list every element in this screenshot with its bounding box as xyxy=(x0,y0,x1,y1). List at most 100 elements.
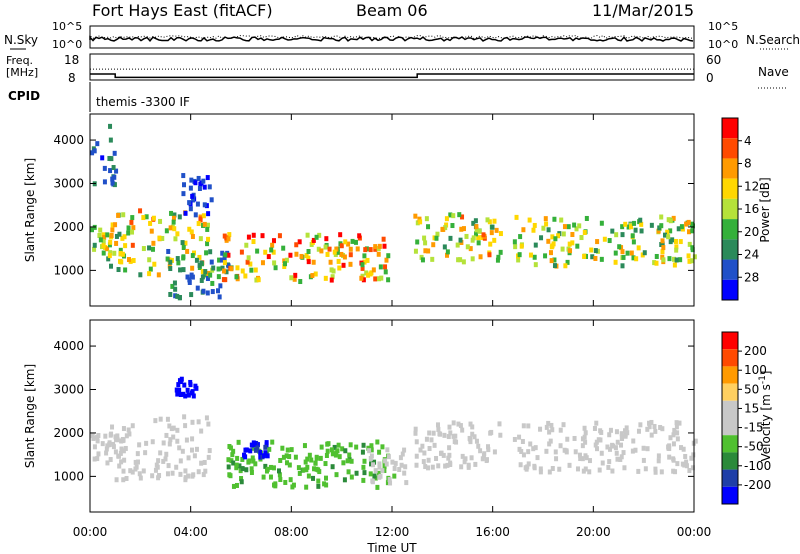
power-cell xyxy=(485,217,490,223)
power-cell xyxy=(353,239,358,245)
power-cell xyxy=(649,222,654,228)
power-cell xyxy=(210,280,215,286)
velocity-cell xyxy=(594,420,599,426)
velocity-cell xyxy=(171,434,176,440)
velocity-cell xyxy=(427,446,432,452)
power-cell xyxy=(121,212,126,218)
power-cell xyxy=(481,232,486,238)
power-cell xyxy=(533,242,538,248)
velocity-cell xyxy=(623,428,628,434)
velocity-cell xyxy=(598,437,603,443)
power-cell xyxy=(110,227,115,233)
velocity-cell xyxy=(631,438,636,444)
power-cell xyxy=(112,150,117,156)
power-cell xyxy=(98,227,103,233)
velocity-cell xyxy=(309,457,314,463)
power-cell xyxy=(628,224,633,230)
power-cell xyxy=(147,257,152,263)
power-cell xyxy=(222,268,227,274)
power-cell xyxy=(488,241,493,247)
power-cell xyxy=(383,264,388,270)
velocity-cell xyxy=(104,446,109,452)
power-cell xyxy=(676,226,681,232)
power-cell xyxy=(202,202,207,208)
velocity-cell xyxy=(454,439,459,445)
velocity-cell xyxy=(470,424,475,430)
velocity-cell xyxy=(618,456,623,462)
power-cell xyxy=(552,216,557,222)
power-cell xyxy=(487,252,492,258)
power-cell xyxy=(560,246,565,252)
velocity-cell xyxy=(607,459,612,465)
power-cell xyxy=(193,212,198,218)
power-cell xyxy=(171,219,176,225)
power-cell xyxy=(577,223,582,229)
colorbar-tick-label: 100 xyxy=(744,363,767,377)
colorbar-segment xyxy=(722,138,738,159)
velocity-cell xyxy=(430,464,435,470)
power-cell xyxy=(498,249,503,255)
velocity-cell xyxy=(244,467,249,473)
power-cell xyxy=(204,203,209,209)
velocity-cell xyxy=(620,435,625,441)
power-cell xyxy=(181,245,186,251)
velocity-cell xyxy=(436,463,441,469)
velocity-cell xyxy=(376,470,381,476)
power-y-label: Slant Range [km] xyxy=(23,158,37,262)
power-cell xyxy=(360,262,365,268)
velocity-cell xyxy=(473,461,478,467)
power-cell xyxy=(336,258,341,264)
velocity-cell xyxy=(439,450,444,456)
velocity-cell xyxy=(349,474,354,480)
velocity-cell xyxy=(421,459,426,465)
velocity-cell xyxy=(666,445,671,451)
power-cell xyxy=(323,244,328,250)
power-cell xyxy=(458,237,463,243)
velocity-cell xyxy=(362,470,367,476)
velocity-cell xyxy=(196,469,201,475)
power-cell xyxy=(562,224,567,230)
power-cell xyxy=(621,254,626,260)
power-cell xyxy=(110,222,115,228)
velocity-cell xyxy=(652,423,657,429)
power-cell xyxy=(306,249,311,255)
power-cell xyxy=(187,277,192,283)
velocity-cell xyxy=(157,472,162,478)
colorbar-segment xyxy=(722,198,738,220)
velocity-cell xyxy=(619,454,624,460)
velocity-cell xyxy=(623,433,628,439)
velocity-cell xyxy=(619,431,624,437)
velocity-cell xyxy=(608,427,613,433)
velocity-cell xyxy=(512,436,517,442)
velocity-cell xyxy=(169,426,174,432)
power-cell xyxy=(572,222,577,228)
power-cell xyxy=(229,266,234,272)
velocity-cell xyxy=(177,445,182,451)
power-cell xyxy=(282,264,287,270)
power-cell xyxy=(690,228,695,234)
power-cell xyxy=(194,257,199,263)
power-cell xyxy=(211,265,216,271)
colorbar-segment xyxy=(722,418,738,436)
power-cell xyxy=(686,219,691,225)
colorbar-segment xyxy=(722,486,738,504)
power-cell xyxy=(561,231,566,237)
power-cell xyxy=(311,259,316,265)
velocity-cell xyxy=(547,429,552,435)
velocity-cell xyxy=(448,462,453,468)
velocity-cell xyxy=(680,461,685,467)
velocity-cell xyxy=(361,477,366,483)
power-cell xyxy=(147,271,152,277)
velocity-cell xyxy=(118,450,123,456)
velocity-cell xyxy=(261,474,266,480)
power-cell xyxy=(196,221,201,227)
velocity-cell xyxy=(660,426,665,432)
velocity-cell xyxy=(679,445,684,451)
velocity-cell xyxy=(558,443,563,449)
velocity-cell xyxy=(174,387,179,393)
velocity-cell xyxy=(597,467,602,473)
velocity-cell xyxy=(237,463,242,469)
velocity-cell xyxy=(231,448,236,454)
power-cell xyxy=(243,273,248,279)
power-cell xyxy=(185,248,190,254)
